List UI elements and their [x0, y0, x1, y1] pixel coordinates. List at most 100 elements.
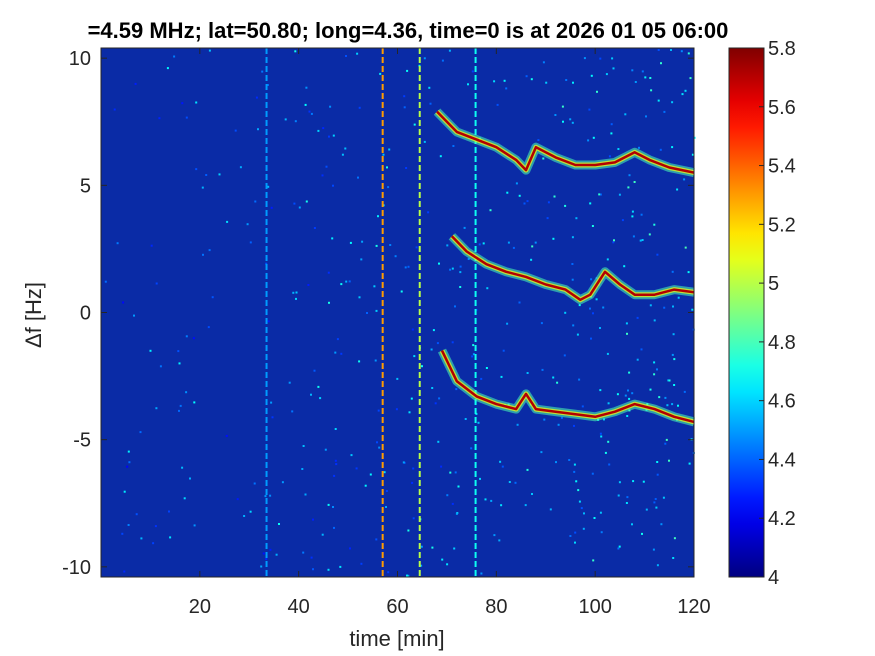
noise-speck — [683, 178, 686, 181]
noise-speck — [531, 493, 533, 495]
noise-speck — [302, 445, 305, 447]
noise-speck — [355, 467, 358, 470]
noise-speck — [506, 322, 509, 325]
noise-speck — [537, 139, 540, 142]
noise-speck — [457, 485, 460, 488]
noise-speck — [364, 484, 367, 487]
noise-speck — [640, 213, 643, 216]
noise-speck — [181, 102, 184, 105]
noise-speck — [329, 105, 332, 108]
noise-speck — [387, 186, 390, 189]
x-tick-label: 100 — [578, 596, 611, 618]
noise-speck — [394, 255, 397, 258]
noise-speck — [552, 376, 555, 379]
x-axis: 20 40 60 80 100 120 — [189, 48, 711, 618]
noise-speck — [400, 290, 403, 293]
noise-speck — [360, 562, 363, 565]
colorbar-tick-label: 5.8 — [768, 38, 796, 60]
noise-speck — [489, 209, 492, 212]
noise-speck — [464, 418, 467, 420]
noise-speck — [358, 360, 361, 363]
noise-speck — [648, 233, 651, 236]
noise-speck — [687, 271, 690, 274]
trace-core — [440, 350, 695, 424]
noise-speck — [294, 50, 297, 53]
x-tick-label: 80 — [485, 596, 507, 618]
noise-speck — [327, 503, 330, 506]
noise-speck — [181, 466, 184, 469]
noise-speck — [500, 375, 503, 378]
noise-speck — [267, 320, 270, 323]
noise-speck — [627, 389, 629, 392]
noise-speck — [339, 565, 342, 568]
noise-speck — [385, 506, 387, 508]
noise-speck — [673, 358, 676, 361]
noise-speck — [631, 69, 634, 72]
plot-area — [100, 47, 696, 578]
noise-speck — [472, 344, 475, 347]
noise-speck — [610, 123, 613, 126]
noise-speck — [375, 309, 378, 312]
noise-speck — [388, 148, 391, 151]
noise-speck — [600, 531, 603, 534]
noise-speck — [193, 524, 196, 527]
noise-speck — [159, 365, 162, 368]
noise-speck — [266, 84, 269, 86]
noise-speck — [677, 296, 680, 299]
noise-speck — [402, 461, 405, 464]
noise-speck — [349, 547, 351, 550]
noise-speck — [516, 423, 519, 426]
noise-speck — [625, 502, 628, 504]
noise-speck — [328, 301, 330, 304]
y-tick-label: 0 — [80, 303, 91, 325]
noise-speck — [498, 539, 501, 542]
noise-speck — [123, 570, 126, 573]
noise-speck — [383, 471, 386, 474]
noise-speck — [284, 118, 287, 121]
noise-speck — [374, 359, 377, 362]
noise-speck — [185, 335, 188, 338]
noise-speck — [150, 244, 153, 247]
noise-speck — [334, 351, 337, 354]
noise-speck — [427, 211, 430, 214]
colorbar-tick-label: 5.2 — [768, 214, 796, 236]
noise-speck — [621, 219, 624, 222]
noise-speck — [467, 83, 469, 86]
noise-speck — [312, 518, 314, 521]
noise-speck — [618, 481, 621, 484]
y-tick-label: -10 — [62, 557, 91, 579]
noise-speck — [645, 115, 647, 118]
noise-speck — [451, 502, 454, 505]
noise-speck — [169, 536, 172, 539]
colorbar-tick-label: 5.4 — [768, 156, 796, 178]
noise-speck — [565, 79, 568, 81]
noise-speck — [302, 551, 305, 554]
noise-speck — [395, 408, 398, 411]
noise-speck — [149, 349, 152, 352]
noise-speck — [324, 448, 327, 451]
x-tick-label: 120 — [677, 596, 710, 618]
noise-speck — [377, 215, 379, 218]
noise-speck — [211, 296, 214, 299]
x-tick-label: 60 — [386, 596, 408, 618]
noise-speck — [201, 186, 204, 189]
noise-speck — [547, 201, 550, 204]
noise-speck — [624, 394, 627, 397]
noise-speck — [680, 50, 683, 53]
noise-speck — [568, 459, 571, 461]
noise-speck — [681, 93, 684, 96]
noise-speck — [632, 480, 635, 483]
noise-speck — [644, 76, 647, 79]
noise-speck — [441, 558, 444, 561]
noise-speck — [375, 538, 378, 541]
noise-speck — [420, 564, 423, 567]
noise-speck — [192, 337, 195, 340]
noise-speck — [327, 568, 330, 571]
noise-speck — [423, 140, 426, 143]
noise-speck — [618, 545, 621, 548]
noise-speck — [317, 129, 320, 132]
noise-speck — [313, 227, 316, 229]
noise-speck — [411, 328, 414, 331]
noise-speck — [317, 385, 320, 388]
noise-speck — [631, 523, 633, 526]
